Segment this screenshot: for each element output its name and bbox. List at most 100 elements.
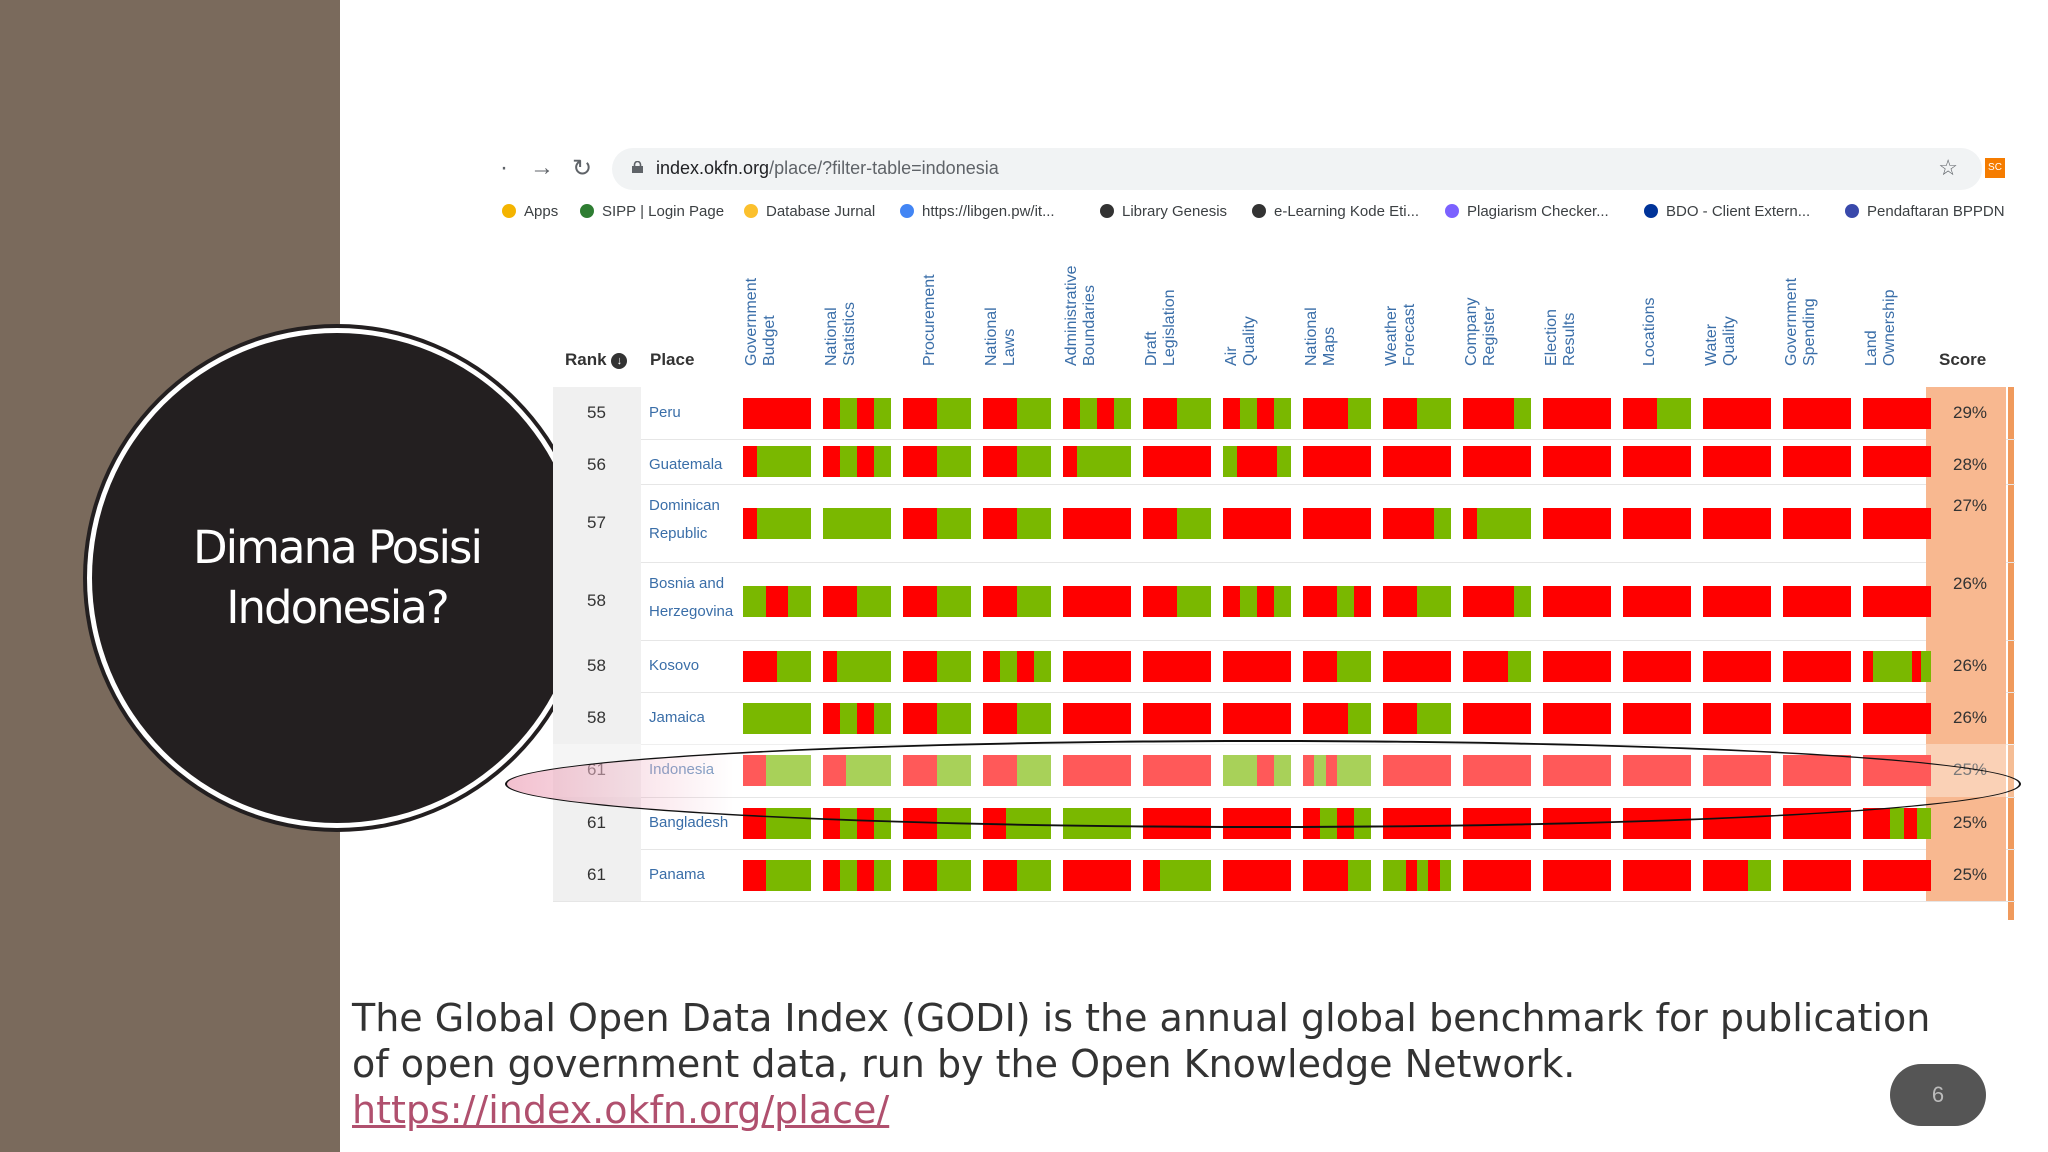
availability-cell[interactable] <box>1143 859 1211 891</box>
place-header[interactable]: Place <box>650 350 695 369</box>
availability-cell[interactable] <box>1223 446 1291 477</box>
availability-cell[interactable] <box>983 650 1051 682</box>
availability-cell[interactable] <box>1703 507 1771 539</box>
availability-cell[interactable] <box>1863 650 1932 682</box>
availability-cell[interactable] <box>1463 859 1531 891</box>
availability-cell[interactable] <box>1223 650 1291 682</box>
table-row[interactable]: 56 Guatemala 28% <box>553 439 2015 485</box>
availability-cell[interactable] <box>903 397 971 429</box>
column-header[interactable]: Air Quality <box>1223 232 1289 370</box>
availability-cell[interactable] <box>1703 859 1771 891</box>
availability-cell[interactable] <box>983 859 1051 891</box>
availability-cell[interactable] <box>1063 702 1131 734</box>
availability-cell[interactable] <box>1783 702 1851 734</box>
availability-cell[interactable] <box>1703 446 1771 477</box>
column-header[interactable]: Water Quality <box>1703 232 1769 370</box>
availability-cell[interactable] <box>823 650 891 682</box>
availability-cell[interactable] <box>1863 702 1931 734</box>
availability-cell[interactable] <box>1143 446 1211 477</box>
extension-icon[interactable]: SC <box>1985 158 2005 178</box>
availability-cell[interactable] <box>1303 702 1371 734</box>
bookmark-item[interactable]: Library Genesis <box>1100 197 1227 225</box>
availability-cell[interactable] <box>1783 507 1851 539</box>
column-header[interactable]: Government Spending <box>1783 232 1849 370</box>
availability-cell[interactable] <box>1863 585 1931 617</box>
availability-cell[interactable] <box>903 650 971 682</box>
availability-cell[interactable] <box>1223 397 1291 429</box>
availability-cell[interactable] <box>1143 397 1211 429</box>
availability-cell[interactable] <box>1303 859 1371 891</box>
availability-cell[interactable] <box>1223 507 1291 539</box>
availability-cell[interactable] <box>743 446 811 477</box>
availability-cell[interactable] <box>1303 585 1371 617</box>
availability-cell[interactable] <box>1383 446 1451 477</box>
availability-cell[interactable] <box>1623 507 1691 539</box>
column-header[interactable]: Election Results <box>1543 232 1609 370</box>
column-header[interactable]: Weather Forecast <box>1383 232 1449 370</box>
availability-cell[interactable] <box>1063 397 1131 429</box>
column-header[interactable]: Draft Legislation <box>1143 232 1209 370</box>
availability-cell[interactable] <box>983 446 1051 477</box>
table-row[interactable]: 58 Kosovo 26% <box>553 640 2015 693</box>
table-row[interactable]: 58 Bosnia and Herzegovina 26% <box>553 562 2015 641</box>
availability-cell[interactable] <box>1863 507 1931 539</box>
bookmark-item[interactable]: SIPP | Login Page <box>580 197 724 225</box>
availability-cell[interactable] <box>1623 650 1691 682</box>
availability-cell[interactable] <box>1783 585 1851 617</box>
column-header[interactable]: Government Budget <box>743 232 809 370</box>
availability-cell[interactable] <box>1063 650 1131 682</box>
place-link[interactable]: Guatemala <box>649 456 723 473</box>
availability-cell[interactable] <box>1383 702 1451 734</box>
availability-cell[interactable] <box>1623 446 1691 477</box>
bookmark-item[interactable]: Database Jurnal <box>744 197 875 225</box>
place-link[interactable]: Dominican Republic <box>649 497 720 542</box>
availability-cell[interactable] <box>1303 446 1371 477</box>
availability-cell[interactable] <box>1543 650 1611 682</box>
table-row[interactable]: 55 Peru 29% <box>553 387 2015 440</box>
availability-cell[interactable] <box>1143 650 1211 682</box>
availability-cell[interactable] <box>1303 650 1371 682</box>
bookmark-item[interactable]: Pendaftaran BPPDN <box>1845 197 2005 225</box>
availability-cell[interactable] <box>743 650 811 682</box>
reload-icon[interactable]: ↻ <box>572 155 593 182</box>
availability-cell[interactable] <box>823 702 891 734</box>
availability-cell[interactable] <box>1143 507 1211 539</box>
availability-cell[interactable] <box>823 507 891 539</box>
rank-header[interactable]: Rank ↓ <box>565 350 628 370</box>
caption-link[interactable]: https://index.okfn.org/place/ <box>352 1088 890 1132</box>
availability-cell[interactable] <box>983 585 1051 617</box>
availability-cell[interactable] <box>1383 650 1451 682</box>
availability-cell[interactable] <box>1463 446 1531 477</box>
availability-cell[interactable] <box>1623 859 1691 891</box>
place-link[interactable]: Panama <box>649 866 705 883</box>
availability-cell[interactable] <box>1463 585 1531 617</box>
availability-cell[interactable] <box>1863 397 1931 429</box>
availability-cell[interactable] <box>1783 446 1851 477</box>
availability-cell[interactable] <box>1783 397 1851 429</box>
table-row[interactable]: 57 Dominican Republic 27% <box>553 484 2015 563</box>
availability-cell[interactable] <box>1783 650 1851 682</box>
bookmark-item[interactable]: https://libgen.pw/it... <box>900 197 1055 225</box>
availability-cell[interactable] <box>1223 702 1291 734</box>
bookmark-item[interactable]: Plagiarism Checker... <box>1445 197 1609 225</box>
column-header[interactable]: National Maps <box>1303 232 1369 370</box>
availability-cell[interactable] <box>1063 507 1131 539</box>
availability-cell[interactable] <box>823 859 891 891</box>
availability-cell[interactable] <box>743 507 811 539</box>
availability-cell[interactable] <box>1463 507 1531 539</box>
availability-cell[interactable] <box>743 702 811 734</box>
availability-cell[interactable] <box>743 397 811 429</box>
place-link[interactable]: Jamaica <box>649 709 705 726</box>
column-header[interactable]: National Statistics <box>823 232 889 370</box>
column-header[interactable]: Land Ownership <box>1863 232 1929 370</box>
availability-cell[interactable] <box>1063 585 1131 617</box>
place-link[interactable]: Peru <box>649 404 681 421</box>
availability-cell[interactable] <box>983 702 1051 734</box>
availability-cell[interactable] <box>743 859 811 891</box>
table-row[interactable]: 58 Jamaica 26% <box>553 692 2015 745</box>
availability-cell[interactable] <box>1623 585 1691 617</box>
availability-cell[interactable] <box>903 585 971 617</box>
place-link[interactable]: Kosovo <box>649 657 700 674</box>
availability-cell[interactable] <box>743 585 812 617</box>
availability-cell[interactable] <box>1703 585 1771 617</box>
